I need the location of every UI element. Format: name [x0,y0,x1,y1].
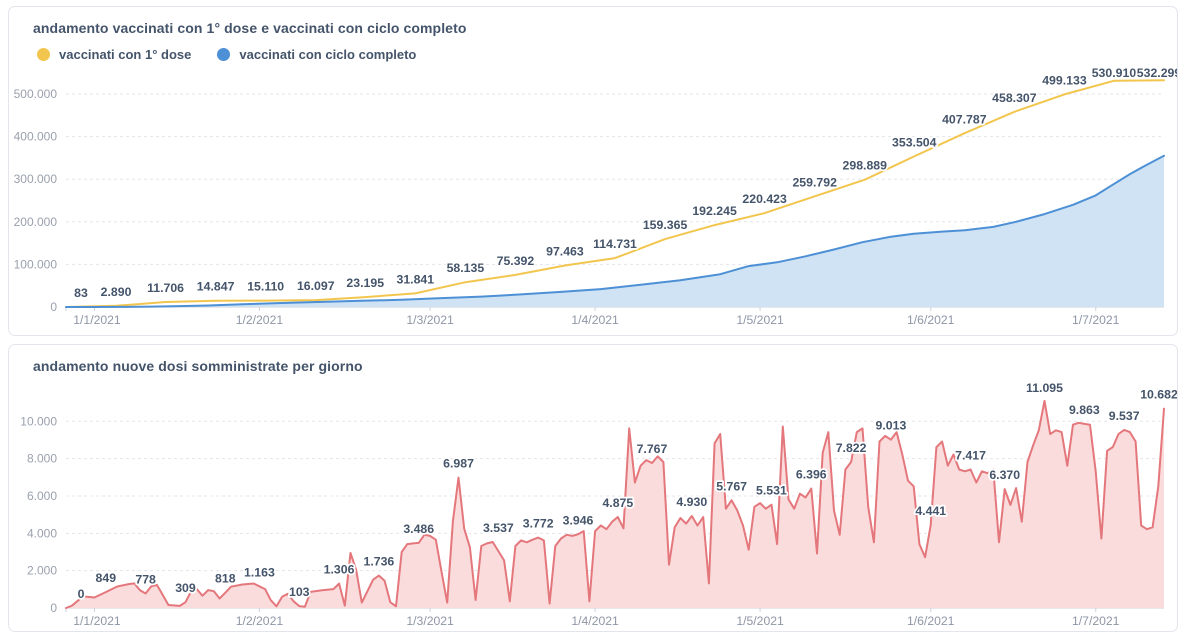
data-label: 10.682 [1140,388,1177,402]
data-label: 499.133 [1042,73,1087,87]
data-label: 4.875 [602,496,633,510]
y-axis-tick-label: 2.000 [27,564,57,578]
x-axis-tick-label: 1/3/2021 [406,614,454,628]
data-label: 159.365 [643,218,688,232]
x-axis-tick-label: 1/3/2021 [406,313,454,327]
data-label: 16.097 [297,279,335,293]
series-area-fill [66,400,1164,608]
first-dose-legend-dot-icon [37,47,50,61]
data-label: 75.392 [497,254,535,268]
legend-item-full-cycle[interactable]: vaccinati con ciclo completo [217,47,416,62]
legend-label-full-cycle: vaccinati con ciclo completo [239,46,417,62]
daily-doses-card: andamento nuove dosi somministrate per g… [8,344,1178,632]
y-axis-tick-label: 0 [50,601,57,615]
data-label: 259.792 [792,175,837,189]
data-label: 9.537 [1109,409,1140,423]
data-label: 114.731 [593,237,637,251]
x-axis-tick-label: 1/6/2021 [907,614,955,628]
series-line [65,154,1165,308]
data-label: 7.767 [637,442,668,456]
data-label: 3.946 [563,513,594,527]
data-label: 7.822 [836,441,867,455]
data-label: 3.772 [523,517,554,531]
y-axis-tick-label: 200.000 [14,215,58,229]
daily-doses-chart-title: andamento nuove dosi somministrate per g… [33,358,363,374]
data-label: 11.706 [147,281,184,295]
data-label: 7.417 [955,449,986,463]
x-axis-tick-label: 1/6/2021 [907,313,955,327]
data-label: 4.441 [915,504,946,518]
series-line [65,79,1165,308]
y-axis-tick-label: 10.000 [20,414,57,428]
data-label: 220.423 [742,192,787,206]
data-label: 6.370 [989,468,1020,482]
data-label: 309 [175,581,196,595]
y-axis-tick-label: 100.000 [14,257,58,271]
legend-item-first-dose[interactable]: vaccinati con 1° dose [37,47,191,62]
full-cycle-legend-dot-icon [217,47,231,61]
first-dose-chart-title: andamento vaccinati con 1° dose e vaccin… [33,20,467,36]
first-dose-trend-card: andamento vaccinati con 1° dose e vaccin… [8,6,1178,336]
data-label: 1.736 [364,555,395,569]
data-label: 83 [74,286,88,300]
x-axis-tick-label: 1/1/2021 [73,313,121,327]
data-label: 2.890 [101,285,132,299]
data-label: 23.195 [346,276,384,290]
legend-label-first-dose: vaccinati con 1° dose [59,46,192,62]
data-label: 192.245 [692,204,737,218]
data-label: 3.537 [483,521,514,535]
data-label: 11.095 [1026,381,1063,395]
y-axis-tick-label: 300.000 [14,172,58,186]
data-label: 298.889 [843,159,888,173]
y-axis-tick-label: 400.000 [14,130,58,144]
data-label: 353.504 [892,135,937,149]
data-label: 3.486 [403,522,434,536]
x-axis-tick-label: 1/2/2021 [236,313,284,327]
first-dose-line-chart: 0 100.000 200.000 300.000 400.000 500.000 1/1/… [14,64,1177,327]
y-axis-tick-label: 8.000 [27,452,57,466]
data-label: 818 [215,572,236,586]
data-label: 1.306 [324,563,355,577]
data-label: 458.307 [992,91,1037,105]
x-axis-tick-label: 1/2/2021 [236,614,284,628]
data-label: 6.987 [443,457,474,471]
series-area-fill [66,155,1164,307]
series-line [65,399,1165,609]
data-label: 5.767 [716,479,747,493]
x-axis-tick-label: 1/7/2021 [1072,614,1120,628]
y-axis-tick-label: 500.000 [14,87,58,101]
data-label: 4.930 [676,495,707,509]
data-label: 97.463 [546,244,584,258]
x-axis-tick-label: 1/4/2021 [571,614,619,628]
data-label: 14.847 [197,280,235,294]
daily-doses-area-chart: 0 2.000 4.000 6.000 8.000 10.000 1/1/2021 1/2/2… [20,380,1177,628]
x-axis-tick-label: 1/4/2021 [571,313,619,327]
data-label: 9.013 [876,419,907,433]
x-axis-tick-label: 1/7/2021 [1072,313,1120,327]
x-axis-tick-label: 1/1/2021 [73,614,121,628]
data-label: 849 [96,571,117,585]
chart-legend: vaccinati con 1° dose vaccinati con cicl… [37,44,1177,64]
y-axis-tick-label: 6.000 [27,489,57,503]
data-label: 407.787 [942,112,987,126]
data-label: 1.163 [244,565,275,579]
data-label: 0 [78,587,85,601]
data-label: 530.910 [1092,66,1137,80]
y-axis-tick-label: 0 [50,300,57,314]
data-label: 31.841 [396,272,434,286]
data-label: 6.396 [796,468,827,482]
x-axis-tick-label: 1/5/2021 [736,313,784,327]
data-label: 9.863 [1069,403,1100,417]
data-label: 103 [289,585,310,599]
data-label: 532.299 [1137,66,1177,80]
y-axis-tick-label: 4.000 [27,526,57,540]
data-label: 58.135 [447,261,485,275]
data-label: 15.110 [247,280,284,294]
x-axis-tick-label: 1/5/2021 [736,614,784,628]
data-label: 5.531 [756,484,787,498]
data-label: 778 [135,572,156,586]
